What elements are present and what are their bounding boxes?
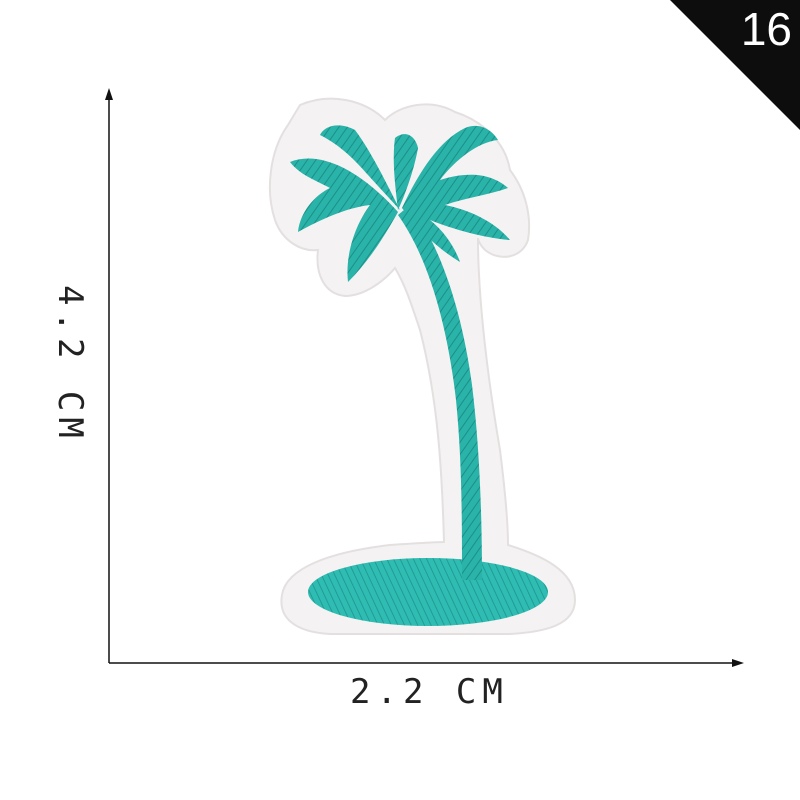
palm-trunk [398, 205, 482, 580]
width-label: 2.2 CM [350, 672, 509, 712]
arrow-up-icon [105, 88, 113, 100]
height-label: 4.2 CM [50, 285, 90, 444]
palm-tree-patch [268, 97, 577, 635]
island [308, 558, 548, 626]
palm-fronds [290, 125, 510, 282]
arrow-right-icon [732, 659, 744, 667]
corner-badge [670, 0, 800, 130]
badge-number: 16 [740, 3, 792, 55]
